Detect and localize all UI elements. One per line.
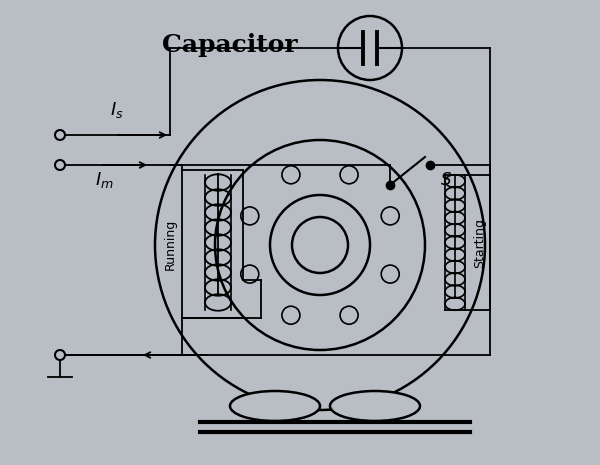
Text: Capacitor: Capacitor [162, 33, 298, 57]
Text: Starting: Starting [473, 218, 487, 267]
Ellipse shape [230, 391, 320, 421]
Text: $S$: $S$ [440, 171, 452, 189]
Text: $I_s$: $I_s$ [110, 100, 124, 120]
Text: Running: Running [163, 219, 176, 270]
Ellipse shape [330, 391, 420, 421]
Text: $I_m$: $I_m$ [95, 170, 114, 190]
